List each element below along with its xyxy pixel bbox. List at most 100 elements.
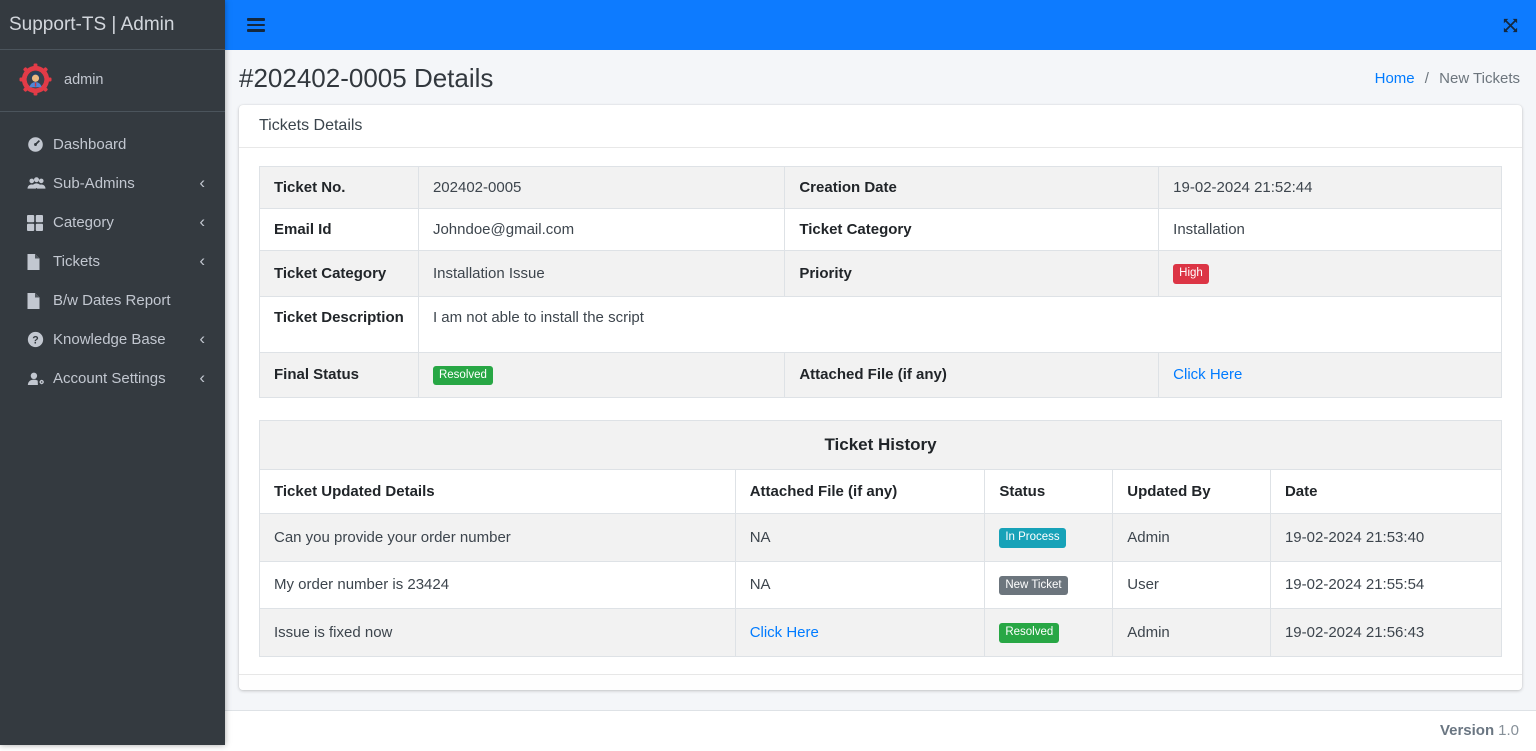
chevron-left-icon: ‹ [199,212,205,231]
version-label: Version [1439,722,1495,739]
table-row: Can you provide your order number NA In … [259,513,1503,562]
content-wrapper: #202402-0005 Details Home / New Tickets … [225,50,1536,710]
card-title: Tickets Details [239,105,1522,148]
sidebar-item-sub-admins[interactable]: Sub-Admins ‹ [0,164,225,203]
sidebar-nav: Dashboard Sub-Admins ‹ Category ‹ Ticket… [0,112,225,398]
sidebar-item-label: Knowledge Base [53,331,166,348]
breadcrumb-home-link[interactable]: Home [1374,70,1415,87]
sidebar-item-label: B/w Dates Report [53,292,171,309]
ticket-history-title: Ticket History [259,420,1502,470]
breadcrumb-current: New Tickets [1439,70,1520,87]
file-icon [27,292,53,309]
description-label: Ticket Description [259,295,419,353]
ticket-history-table: Ticket History Ticket Updated Details At… [259,420,1503,657]
table-row: Ticket History [259,420,1502,470]
sidebar-item-label: Tickets [53,253,100,270]
sidebar-item-label: Dashboard [53,136,127,153]
fullscreen-icon[interactable] [1502,17,1519,34]
ticket-no-label: Ticket No. [259,166,419,209]
tachometer-icon [27,136,53,153]
status-badge: New Ticket [999,575,1068,595]
column-header: Ticket Updated Details [259,469,736,514]
column-header: Status [984,469,1114,514]
brand-link[interactable]: Support-TS | Admin [0,0,225,50]
final-status-label: Final Status [259,351,419,398]
chevron-left-icon: ‹ [199,329,205,348]
sidebar-item-label: Account Settings [53,370,166,387]
admin-avatar [19,63,52,96]
table-row: My order number is 23424 NA New Ticket U… [259,560,1503,609]
table-row: Email Id Johndoe@gmail.com Ticket Catego… [259,208,1502,251]
history-date: 19-02-2024 21:55:54 [1269,560,1503,609]
status-badge: In Process [999,528,1066,548]
table-row: Ticket Description I am not able to inst… [259,295,1503,353]
attached-file-cell: Click Here [1158,351,1502,398]
main-column: #202402-0005 Details Home / New Tickets … [225,0,1536,751]
priority-badge: High [1173,264,1209,284]
table-icon [27,214,53,231]
sidebar-item-bw-dates-report[interactable]: B/w Dates Report [0,281,225,320]
email-value: Johndoe@gmail.com [417,208,786,251]
user-panel: admin [0,50,225,112]
table-row: Final Status Resolved Attached File (if … [259,351,1502,398]
creation-date-value: 19-02-2024 21:52:44 [1158,166,1502,209]
ticket-category-value: Installation [1158,208,1502,251]
page-footer: Version 1.0 [225,710,1536,751]
creation-date-label: Creation Date [784,166,1160,209]
top-navbar [225,0,1536,50]
sidebar-item-knowledge-base[interactable]: ? Knowledge Base ‹ [0,320,225,359]
chevron-left-icon: ‹ [199,251,205,270]
user-cog-icon [27,371,53,387]
history-details: Can you provide your order number [259,513,736,562]
table-row: Ticket No. 202402-0005 Creation Date 19-… [259,166,1502,209]
ticket-category-label: Ticket Category [784,208,1160,251]
history-attached-cell: Click Here [734,608,986,657]
sidebar-item-category[interactable]: Category ‹ [0,203,225,242]
priority-label: Priority [784,250,1160,297]
svg-text:?: ? [32,334,38,346]
sidebar-item-label: Category [53,214,114,231]
history-updated-by: User [1112,560,1271,609]
history-attached-link[interactable]: Click Here [749,623,819,641]
sidebar-item-account-settings[interactable]: Account Settings ‹ [0,359,225,398]
description-value: I am not able to install the script [417,295,1503,353]
file-icon [27,253,53,270]
attached-file-label: Attached File (if any) [784,351,1160,398]
history-status-cell: Resolved [984,608,1114,657]
ticket-no-value: 202402-0005 [417,166,786,209]
content-header: #202402-0005 Details Home / New Tickets [239,50,1522,105]
history-status-cell: New Ticket [984,560,1114,609]
table-row: Ticket Category Installation Issue Prior… [259,250,1502,297]
chevron-left-icon: ‹ [199,368,205,387]
admin-user-link[interactable]: admin [64,71,104,88]
table-row: Ticket Updated Details Attached File (if… [259,469,1503,514]
attached-file-link[interactable]: Click Here [1173,366,1243,384]
breadcrumb: Home / New Tickets [1375,70,1520,87]
history-attached: NA [734,513,986,562]
ticket-category-label: Ticket Category [259,250,419,297]
ticket-category-value: Installation Issue [417,250,786,297]
sidebar-item-label: Sub-Admins [53,175,135,192]
brand-title: Support-TS | Admin [9,13,175,35]
final-status-badge: Resolved [432,365,493,385]
priority-cell: High [1158,250,1502,297]
history-date: 19-02-2024 21:53:40 [1269,513,1503,562]
ticket-details-table: Ticket No. 202402-0005 Creation Date 19-… [259,166,1503,398]
sidebar-item-dashboard[interactable]: Dashboard [0,125,225,164]
history-details: My order number is 23424 [259,560,736,609]
table-row: Issue is fixed now Click Here Resolved A… [259,608,1503,657]
history-updated-by: Admin [1112,608,1271,657]
sidebar-item-tickets[interactable]: Tickets ‹ [0,242,225,281]
card-body: Ticket No. 202402-0005 Creation Date 19-… [239,148,1522,674]
email-label: Email Id [259,208,419,251]
history-attached: NA [734,560,986,609]
history-details: Issue is fixed now [259,608,736,657]
sidebar: Support-TS | Admin admin [0,0,225,745]
column-header: Date [1269,469,1503,514]
history-date: 19-02-2024 21:56:43 [1269,608,1503,657]
history-status-cell: In Process [984,513,1114,562]
users-icon [27,176,53,191]
tickets-details-card: Tickets Details Ticket No. 202402-0005 C… [239,105,1522,690]
menu-toggle-icon[interactable] [247,15,265,35]
status-badge: Resolved [999,623,1060,643]
